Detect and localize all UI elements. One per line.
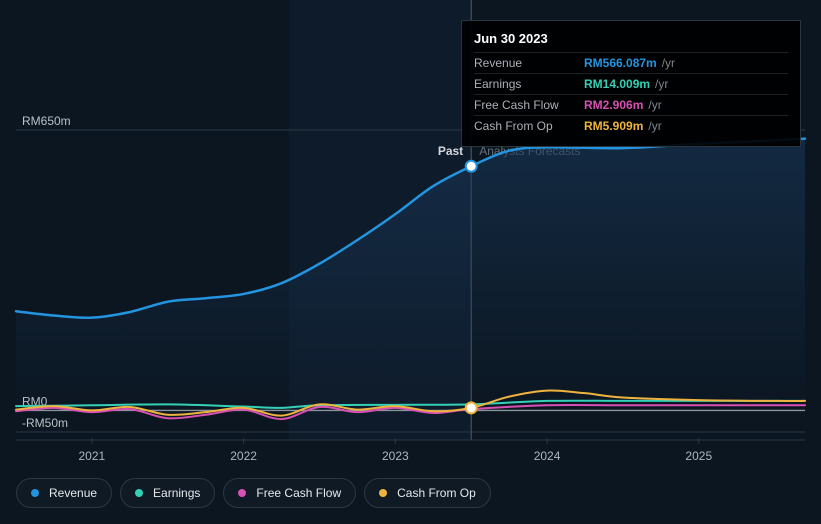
tooltip-value: RM14.009m [584,77,650,91]
tooltip-row-revenue: Revenue RM566.087m /yr [474,52,788,73]
legend-dot-icon [31,489,39,497]
tooltip-label: Earnings [474,77,584,91]
svg-text:2025: 2025 [685,449,712,463]
tooltip-row-fcf: Free Cash Flow RM2.906m /yr [474,94,788,115]
legend-item-fcf[interactable]: Free Cash Flow [223,478,356,508]
legend-label: Cash From Op [397,486,476,500]
svg-text:2022: 2022 [230,449,257,463]
tooltip-date: Jun 30 2023 [474,31,788,46]
svg-text:2023: 2023 [382,449,409,463]
tooltip-value: RM2.906m [584,98,643,112]
chart-legend: Revenue Earnings Free Cash Flow Cash Fro… [16,478,491,508]
svg-text:RM650m: RM650m [22,114,71,128]
tooltip-unit: /yr [648,119,661,133]
legend-label: Free Cash Flow [256,486,341,500]
tooltip-label: Cash From Op [474,119,584,133]
tooltip-row-earnings: Earnings RM14.009m /yr [474,73,788,94]
legend-label: Revenue [49,486,97,500]
earnings-revenue-chart: RM650mRM0-RM50mPastAnalysts Forecasts202… [0,0,821,524]
legend-dot-icon [238,489,246,497]
legend-dot-icon [379,489,387,497]
svg-text:2024: 2024 [534,449,561,463]
svg-text:-RM50m: -RM50m [22,416,68,430]
tooltip-row-cfo: Cash From Op RM5.909m /yr [474,115,788,136]
tooltip-value: RM5.909m [584,119,643,133]
legend-item-revenue[interactable]: Revenue [16,478,112,508]
legend-item-cfo[interactable]: Cash From Op [364,478,491,508]
tooltip-unit: /yr [655,77,668,91]
legend-item-earnings[interactable]: Earnings [120,478,215,508]
tooltip-unit: /yr [662,56,675,70]
chart-tooltip: Jun 30 2023 Revenue RM566.087m /yr Earni… [461,20,801,147]
legend-dot-icon [135,489,143,497]
legend-label: Earnings [153,486,200,500]
svg-text:Past: Past [438,144,463,158]
svg-text:2021: 2021 [79,449,106,463]
tooltip-label: Free Cash Flow [474,98,584,112]
tooltip-value: RM566.087m [584,56,657,70]
tooltip-unit: /yr [648,98,661,112]
tooltip-label: Revenue [474,56,584,70]
